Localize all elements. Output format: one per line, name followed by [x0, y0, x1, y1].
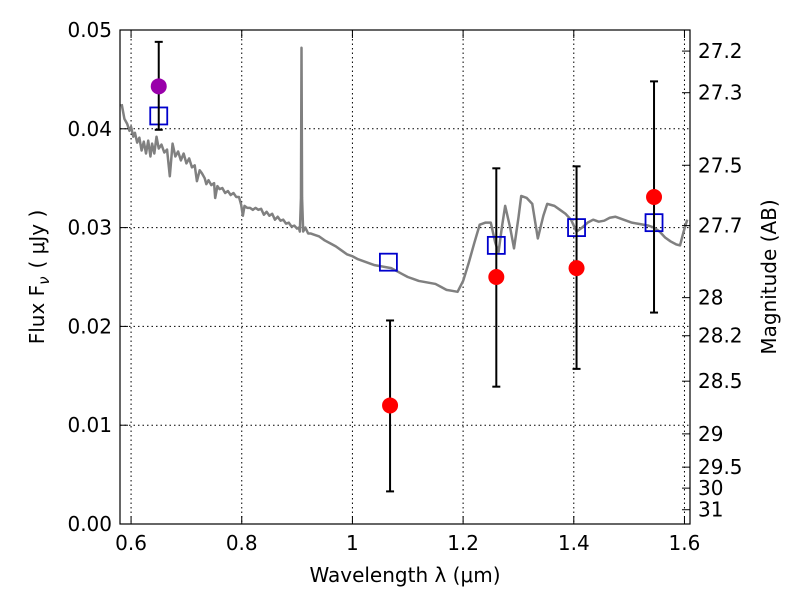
- y-tick-label: 0.00: [67, 512, 112, 536]
- y-tick-label: 0.05: [67, 18, 112, 42]
- spectrum-line: [120, 46, 689, 294]
- y2-tick-label: 27.5: [698, 153, 743, 177]
- x-axis-label: Wavelength λ (μm): [309, 563, 500, 587]
- y2-tick-label: 29: [698, 422, 723, 446]
- x-tick-label: 1.4: [558, 531, 590, 555]
- x-tick-label: 1.6: [669, 531, 701, 555]
- y2-tick-label: 28.2: [698, 324, 743, 348]
- data-point: [646, 188, 663, 205]
- y2-tick-label: 27.3: [698, 81, 743, 105]
- series-layer: [120, 40, 689, 493]
- y-tick-label: 0.01: [67, 413, 112, 437]
- y2-axis-label: Magnitude (AB): [757, 199, 781, 354]
- y2-tick-label: 31: [698, 498, 723, 522]
- y2-tick-label: 30: [698, 476, 723, 500]
- y-tick-label: 0.02: [67, 314, 112, 338]
- plot-frame: [119, 29, 691, 525]
- y-axis-label-sub: ν: [35, 276, 53, 284]
- y2-tick-label: 27.7: [698, 214, 743, 238]
- x-tick-label: 1: [346, 531, 359, 555]
- y2-tick-label: 28: [698, 286, 723, 310]
- x-tick-label: 1.2: [447, 531, 479, 555]
- y-axis-label-unit: ( μJy ): [25, 210, 49, 269]
- y-tick-label: 0.03: [67, 216, 112, 240]
- y2-tick-label: 27.2: [698, 39, 743, 63]
- data-point: [382, 397, 399, 414]
- y-axis-label-main: Flux F: [25, 285, 49, 344]
- y2-tick-label: 29.5: [698, 455, 743, 479]
- ticks-layer: 0.6 0.8 1 1.2 1.4 1.6 0.00 0.01 0.02 0.03 0.04 0.05…: [67, 18, 742, 555]
- y-tick-label: 0.04: [67, 117, 112, 141]
- y-axis-label: Flux Fν ( μJy ): [25, 210, 53, 345]
- x-tick-label: 0.8: [226, 531, 258, 555]
- data-point: [568, 260, 585, 277]
- x-tick-label: 0.6: [115, 531, 147, 555]
- data-point: [150, 78, 167, 95]
- model-square-marker: [378, 252, 398, 272]
- grid-layer: [120, 29, 690, 525]
- y2-tick-label: 28.5: [698, 369, 743, 393]
- data-point: [488, 269, 505, 285]
